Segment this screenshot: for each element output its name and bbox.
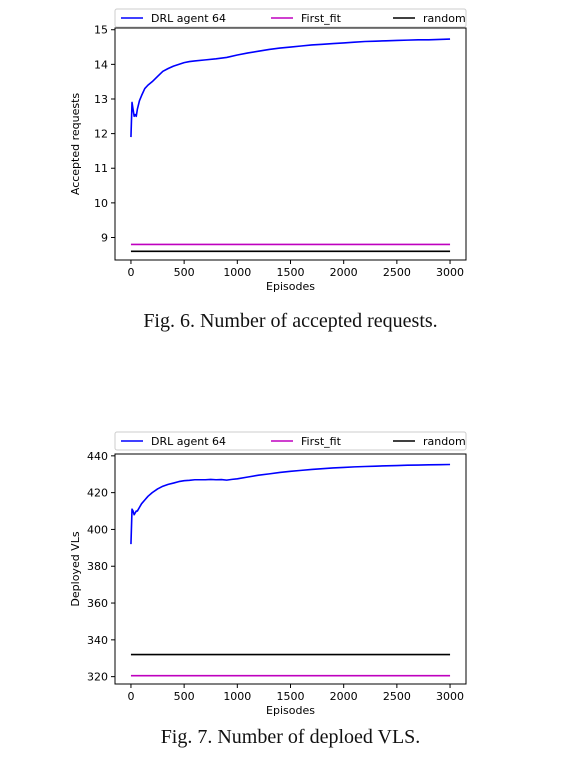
legend-label: random (423, 12, 466, 25)
series-line-drl-agent-64 (130, 38, 451, 138)
y-tick-label: 320 (87, 671, 108, 684)
legend-label: DRL agent 64 (151, 12, 226, 25)
y-tick-label: 13 (94, 93, 108, 106)
x-tick-label: 0 (127, 690, 134, 703)
legend-label: DRL agent 64 (151, 435, 226, 448)
legend-label: random (423, 435, 466, 448)
y-tick-label: 10 (94, 197, 108, 210)
figure-caption: Fig. 6. Number of accepted requests. (143, 310, 438, 332)
x-tick-label: 3000 (436, 266, 464, 279)
legend-label: First_fit (301, 12, 342, 25)
accepted-requests-chart: 0 500 1000 1500 2000 2500 3000 9 10 11 12 13 14 15 Epi… (69, 8, 467, 293)
x-tick-label: 500 (174, 690, 195, 703)
y-tick-label: 12 (94, 128, 108, 141)
x-tick-label: 1500 (277, 690, 305, 703)
axes-frame (114, 453, 467, 685)
figure-6: 0 500 1000 1500 2000 2500 3000 9 10 11 12 13 14 15 Epi… (69, 8, 467, 332)
figure-7: 0 500 1000 1500 2000 2500 3000 320 340 360 380 400 4… (0, 420, 581, 777)
figure-caption: Fig. 7. Number of deploed VLS. (160, 726, 421, 748)
x-tick-label: 1000 (223, 690, 251, 703)
y-tick-label: 11 (94, 162, 108, 175)
x-tick-label: 2000 (330, 690, 358, 703)
y-tick-label: 420 (87, 487, 108, 500)
y-tick-label: 15 (94, 24, 108, 37)
y-tick-label: 340 (87, 634, 108, 647)
y-axis-label: Deployed VLs (69, 531, 82, 606)
y-tick-label: 380 (87, 560, 108, 573)
x-tick-label: 0 (127, 266, 134, 279)
axes-frame (114, 27, 467, 261)
x-tick-label: 1000 (223, 266, 251, 279)
deployed-vls-chart: 0 500 1000 1500 2000 2500 3000 320 340 360 380 400 4… (69, 431, 467, 717)
y-tick-label: 400 (87, 523, 108, 536)
x-tick-label: 1500 (277, 266, 305, 279)
x-axis-label: Episodes (266, 704, 315, 717)
x-tick-label: 3000 (436, 690, 464, 703)
y-axis-label: Accepted requests (69, 93, 82, 196)
series-line-drl-agent-64 (130, 463, 451, 545)
x-tick-label: 2500 (383, 690, 411, 703)
x-tick-label: 2000 (330, 266, 358, 279)
x-tick-label: 500 (174, 266, 195, 279)
legend-label: First_fit (301, 435, 342, 448)
y-tick-label: 440 (87, 450, 108, 463)
x-axis-label: Episodes (266, 280, 315, 293)
x-tick-label: 2500 (383, 266, 411, 279)
y-tick-label: 360 (87, 597, 108, 610)
y-tick-label: 14 (94, 58, 108, 71)
y-tick-label: 9 (101, 231, 108, 244)
